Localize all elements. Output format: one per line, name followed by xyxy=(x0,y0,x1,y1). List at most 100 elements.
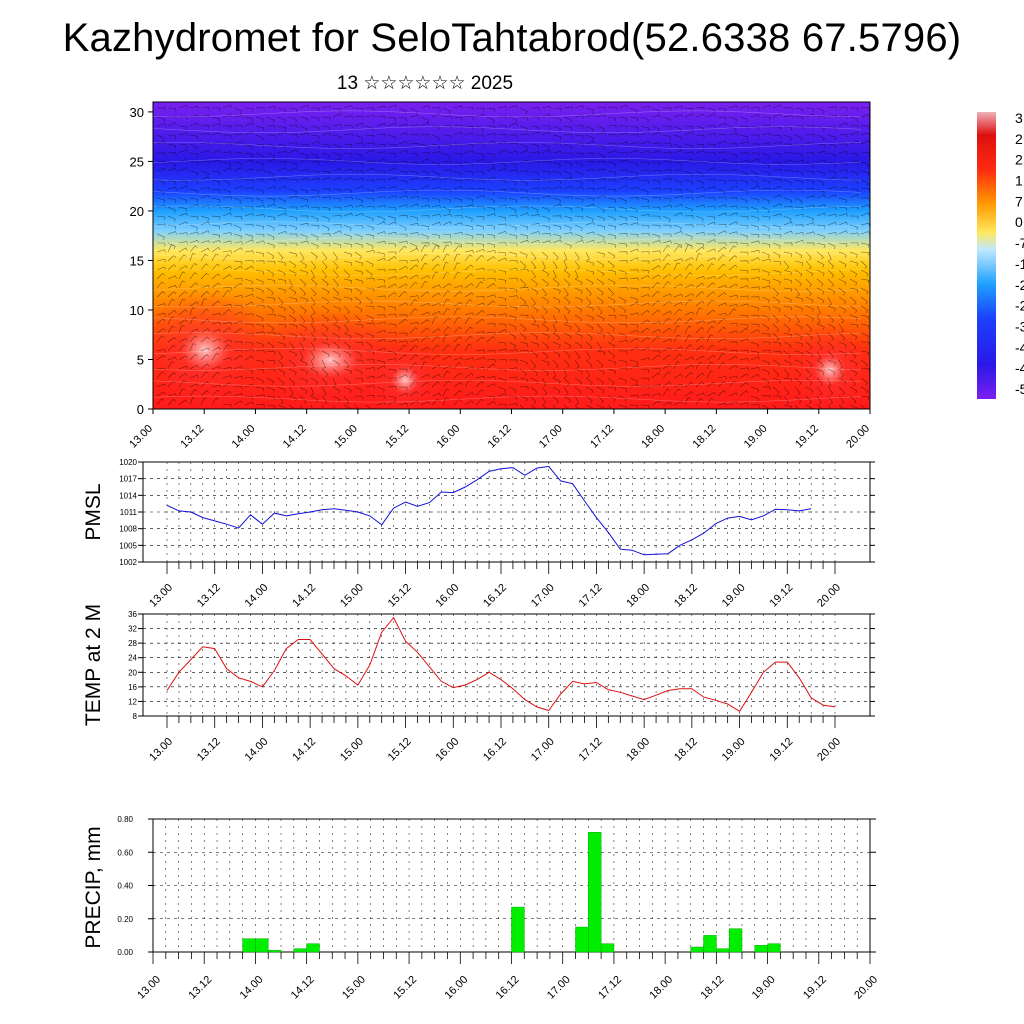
y-tick-label: 1005 xyxy=(119,541,137,550)
y-tick-label: 0.60 xyxy=(117,848,133,857)
isotherm-line xyxy=(153,348,862,355)
precip-bar xyxy=(575,926,589,953)
isotherm-line xyxy=(153,364,862,371)
heatmap-y-tick-label: 10 xyxy=(130,303,144,318)
precip-bar xyxy=(255,938,269,953)
isotherm-line xyxy=(153,332,862,339)
x-tick-label: 14.12 xyxy=(289,974,317,1002)
x-tick-label: 16.12 xyxy=(494,974,522,1002)
precip-bar xyxy=(703,935,717,953)
heatmap-x-tick-label: 15.00 xyxy=(332,423,360,451)
x-tick-label: 17.00 xyxy=(529,736,557,764)
wind-barbs xyxy=(156,104,870,409)
x-tick-label: 15.12 xyxy=(391,974,419,1002)
precip-bar xyxy=(600,943,615,953)
isotherm-line xyxy=(153,174,862,181)
y-tick-label: 1014 xyxy=(119,491,137,500)
x-tick-label: 15.12 xyxy=(386,736,414,764)
isotherm-line xyxy=(153,316,862,324)
colorbar-label: 0 xyxy=(1015,214,1023,230)
series-line xyxy=(166,465,812,556)
x-tick-label: 20.00 xyxy=(815,582,843,610)
heatmap-x-tick-label: 20.00 xyxy=(844,423,872,451)
colorbar-label: 7 xyxy=(1015,193,1023,209)
chart-subtitle: 13 ☆☆☆☆☆☆ 2025 xyxy=(336,73,514,94)
isotherm-line xyxy=(153,158,862,165)
x-tick-label: 17.00 xyxy=(529,582,557,610)
heatmap-warm-spot xyxy=(365,340,445,409)
y-tick-label: 1011 xyxy=(120,508,138,517)
x-tick-label: 18.00 xyxy=(624,736,652,764)
y-tick-label: 0.00 xyxy=(117,948,133,957)
temp-panel: 8 12 16 20 24 28 32 36 13.00 13.12 14.00 14.12 15.00… xyxy=(82,604,875,764)
heatmap-x-tick-label: 19.00 xyxy=(742,423,770,451)
precip-bar xyxy=(293,948,307,953)
isotherm-line xyxy=(153,300,862,308)
colorbar-label: -7 xyxy=(1015,235,1024,251)
y-tick-label: 0.20 xyxy=(117,915,133,924)
x-tick-label: 20.00 xyxy=(852,974,880,1002)
colorbar-label: -4 xyxy=(1015,339,1024,355)
precip-bar xyxy=(767,943,781,953)
x-tick-label: 16.00 xyxy=(442,974,470,1002)
wind-barb-paths xyxy=(156,104,870,409)
x-tick-label: 19.12 xyxy=(767,582,795,610)
y-tick-label: 28 xyxy=(128,639,137,648)
colorbar-label: 3 xyxy=(1015,110,1023,126)
precip-bar xyxy=(267,950,282,953)
isotherm-lines xyxy=(153,110,862,403)
x-tick-label: 15.00 xyxy=(340,974,368,1002)
x-tick-label: 16.00 xyxy=(433,736,461,764)
colorbar-label: -2 xyxy=(1015,298,1024,314)
heatmap-x-tick-label: 15.12 xyxy=(383,423,411,451)
heatmap-x-tick-label: 19.12 xyxy=(793,423,821,451)
heatmap-warm-spot xyxy=(153,290,275,409)
isotherm-line xyxy=(153,253,862,260)
isotherm-line xyxy=(153,284,862,292)
heatmap-x-tick-label: 13.12 xyxy=(178,423,206,451)
x-tick-label: 16.12 xyxy=(481,736,509,764)
x-tick-label: 13.12 xyxy=(195,582,223,610)
heatmap-x-tick-label: 14.12 xyxy=(281,423,309,451)
cross-section-panel: 0 5 10 15 20 25 30 13.00 13.12 14.00 14.12 15.00 15.… xyxy=(127,101,872,451)
y-tick-label: 8 xyxy=(133,712,138,721)
x-tick-label: 18.00 xyxy=(647,974,675,1002)
x-tick-label: 18.12 xyxy=(672,582,700,610)
colorbar-label: -3 xyxy=(1015,318,1024,334)
precip-panel: 0.00 0.20 0.40 0.60 0.80 13.00 13.12 14.00 14.12… xyxy=(82,815,880,1002)
x-tick-label: 14.12 xyxy=(290,736,318,764)
x-tick-label: 13.00 xyxy=(147,736,175,764)
x-tick-label: 15.00 xyxy=(338,736,366,764)
isotherm-line xyxy=(153,205,862,213)
y-tick-label: 12 xyxy=(128,697,137,706)
heatmap-y-tick-label: 30 xyxy=(130,105,144,120)
heatmap-x-tick-label: 13.00 xyxy=(127,423,155,451)
isotherm-line xyxy=(153,380,862,387)
x-tick-label: 13.00 xyxy=(147,582,175,610)
panel-frame xyxy=(142,613,871,717)
y-tick-label: 1002 xyxy=(119,558,137,567)
x-tick-label: 13.12 xyxy=(186,974,214,1002)
isotherm-line xyxy=(153,110,862,118)
x-tick-label: 16.12 xyxy=(481,582,509,610)
x-tick-label: 19.00 xyxy=(750,974,778,1002)
precip-bar xyxy=(728,928,743,953)
chart-title: Kazhydromet for SeloTahtabrod(52.6338 67… xyxy=(62,16,962,60)
x-tick-label: 19.00 xyxy=(720,736,748,764)
x-tick-label: 13.12 xyxy=(195,736,223,764)
colorbar-bar xyxy=(977,112,996,399)
x-tick-label: 19.12 xyxy=(801,974,829,1002)
colorbar-label: -1 xyxy=(1015,256,1024,272)
y-tick-label: 32 xyxy=(128,625,137,634)
heatmap-y-tick-label: 15 xyxy=(130,253,144,268)
heatmap-y-tick-label: 0 xyxy=(137,402,144,417)
isotherm-line xyxy=(153,126,862,133)
heatmap-x-tick-label: 16.12 xyxy=(486,423,514,451)
isotherm-line xyxy=(153,395,862,403)
colorbar-label: -4 xyxy=(1015,360,1024,376)
y-tick-label: 20 xyxy=(128,668,137,677)
x-tick-label: 18.00 xyxy=(624,582,652,610)
heatmap-x-tick-label: 16.00 xyxy=(434,423,462,451)
heatmap-x-tick-label: 18.00 xyxy=(639,423,667,451)
heatmap-x-tick-label: 17.12 xyxy=(588,423,616,451)
